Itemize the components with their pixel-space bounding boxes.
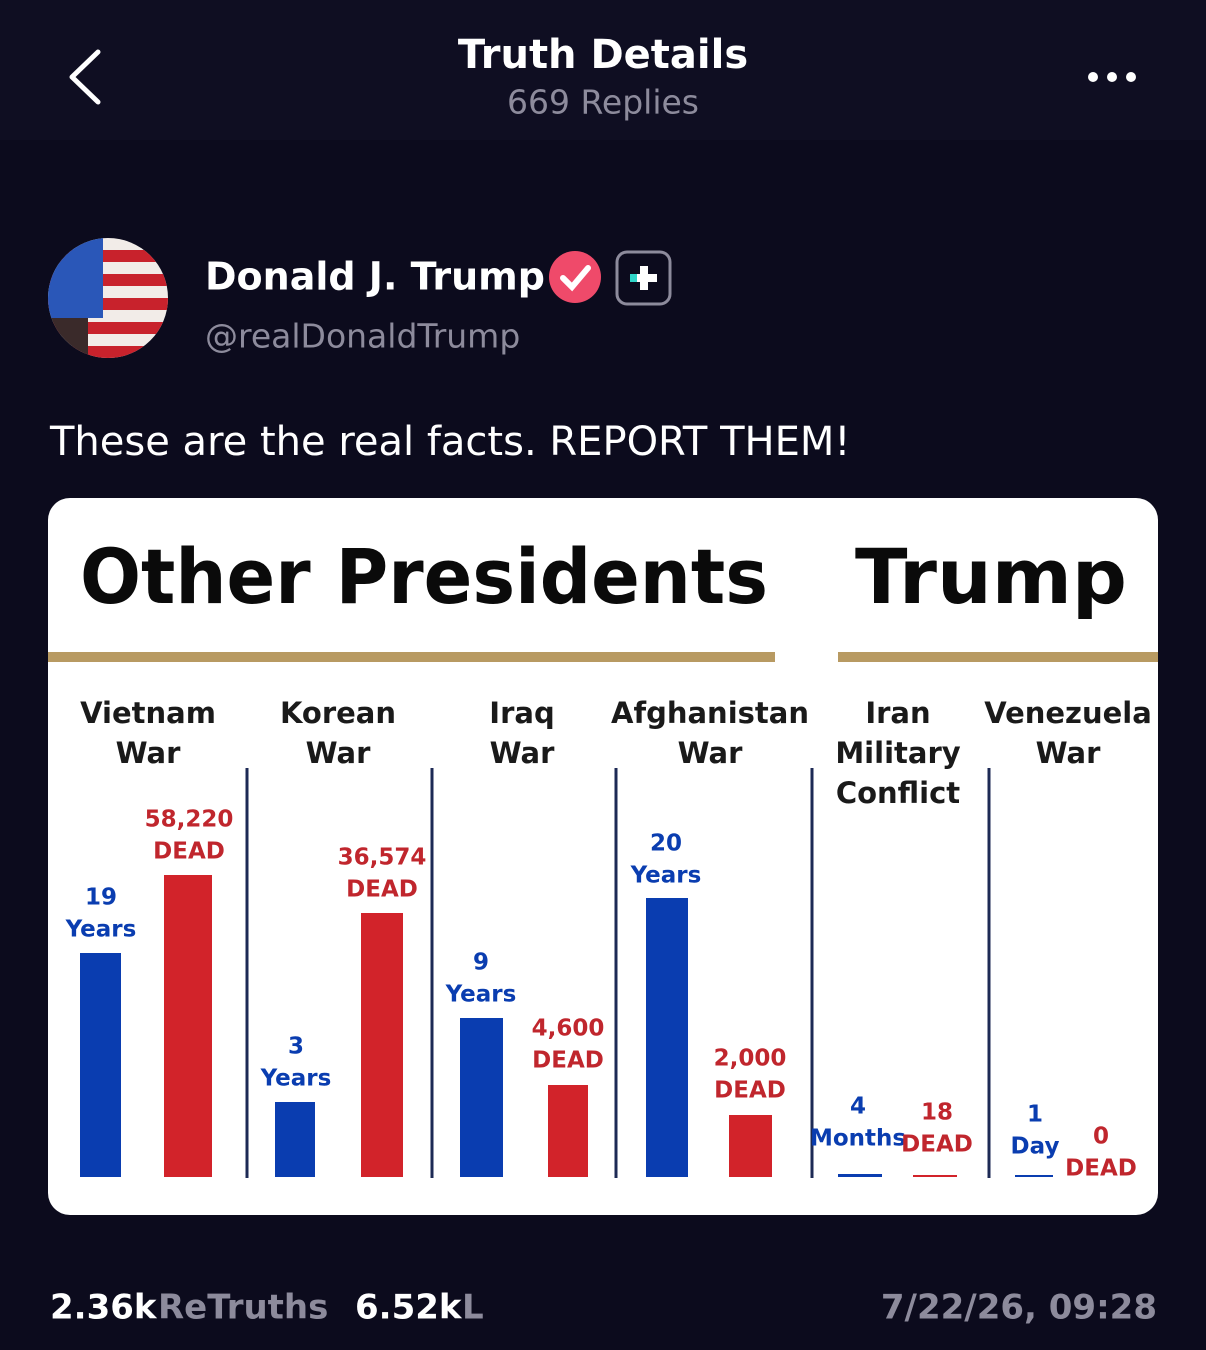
- deaths-bar: [164, 875, 212, 1177]
- deaths-label: DEAD: [714, 1078, 786, 1104]
- duration-label: Years: [445, 982, 517, 1008]
- deaths-label: 36,574: [338, 845, 427, 871]
- duration-label: 19: [85, 885, 117, 911]
- duration-label: Months: [810, 1126, 906, 1152]
- verified-badge: [549, 251, 601, 303]
- deaths-label: DEAD: [153, 839, 225, 865]
- retruths-label[interactable]: ReTruths: [158, 1288, 328, 1328]
- deaths-bar: [913, 1175, 957, 1177]
- duration-label: Years: [65, 917, 137, 943]
- plus-badge: [615, 250, 672, 306]
- duration-bar: [1015, 1175, 1053, 1177]
- page-title: Truth Details: [458, 32, 748, 78]
- group-label: Iraq: [489, 696, 554, 730]
- deaths-label: DEAD: [532, 1048, 604, 1074]
- group-label: Korean: [280, 696, 396, 730]
- reply-count: 669 Replies: [507, 83, 699, 122]
- duration-label: 4: [850, 1094, 866, 1120]
- timestamp: 7/22/26, 09:28: [881, 1288, 1157, 1328]
- deaths-label: DEAD: [901, 1132, 973, 1158]
- deaths-label: 0: [1093, 1124, 1109, 1150]
- duration-label: Years: [260, 1066, 332, 1092]
- duration-label: 9: [473, 950, 489, 976]
- group-label: Venezuela: [984, 696, 1152, 730]
- duration-bar: [80, 953, 121, 1177]
- duration-label: Years: [630, 863, 702, 889]
- group-label: Vietnam: [80, 696, 216, 730]
- duration-bar: [646, 898, 688, 1177]
- group-label: War: [678, 736, 744, 770]
- deaths-bar: [729, 1115, 772, 1177]
- duration-bar: [275, 1102, 315, 1177]
- duration-label: 3: [288, 1034, 304, 1060]
- deaths-label: DEAD: [346, 877, 418, 903]
- duration-label: 20: [650, 831, 682, 857]
- group-label: War: [116, 736, 182, 770]
- duration-label: Day: [1011, 1134, 1060, 1160]
- author-handle: @realDonaldTrump: [205, 317, 520, 356]
- deaths-label: 58,220: [145, 807, 234, 833]
- likes-label[interactable]: L: [462, 1288, 484, 1328]
- retruths-count[interactable]: 2.36k: [50, 1288, 158, 1328]
- duration-bar: [838, 1174, 882, 1177]
- group-label: War: [1036, 736, 1102, 770]
- avatar[interactable]: [48, 238, 168, 358]
- group-label: War: [306, 736, 372, 770]
- author-name[interactable]: Donald J. Trump: [205, 255, 545, 299]
- image-heading: Trump: [855, 532, 1127, 621]
- group-label: Afghanistan: [611, 696, 809, 730]
- image-heading: Other Presidents: [80, 532, 768, 621]
- back-button[interactable]: [69, 49, 101, 105]
- group-label: War: [490, 736, 556, 770]
- duration-bar: [460, 1018, 503, 1177]
- deaths-label: DEAD: [1065, 1156, 1137, 1182]
- deaths-bar: [361, 913, 403, 1177]
- post-text: These are the real facts. REPORT THEM!: [49, 419, 850, 465]
- post-image[interactable]: Other Presidents Trump VietnamWar19Years…: [48, 498, 1158, 1215]
- top-bar: [0, 0, 1206, 140]
- likes-count[interactable]: 6.52k: [355, 1288, 463, 1328]
- deaths-label: 2,000: [714, 1046, 787, 1072]
- more-button[interactable]: [1088, 72, 1136, 82]
- group-label: Conflict: [836, 776, 960, 810]
- group-label: Military: [835, 736, 960, 770]
- group-label: Iran: [865, 696, 930, 730]
- deaths-label: 4,600: [532, 1016, 605, 1042]
- deaths-bar: [548, 1085, 588, 1177]
- duration-label: 1: [1027, 1102, 1043, 1128]
- deaths-label: 18: [921, 1100, 953, 1126]
